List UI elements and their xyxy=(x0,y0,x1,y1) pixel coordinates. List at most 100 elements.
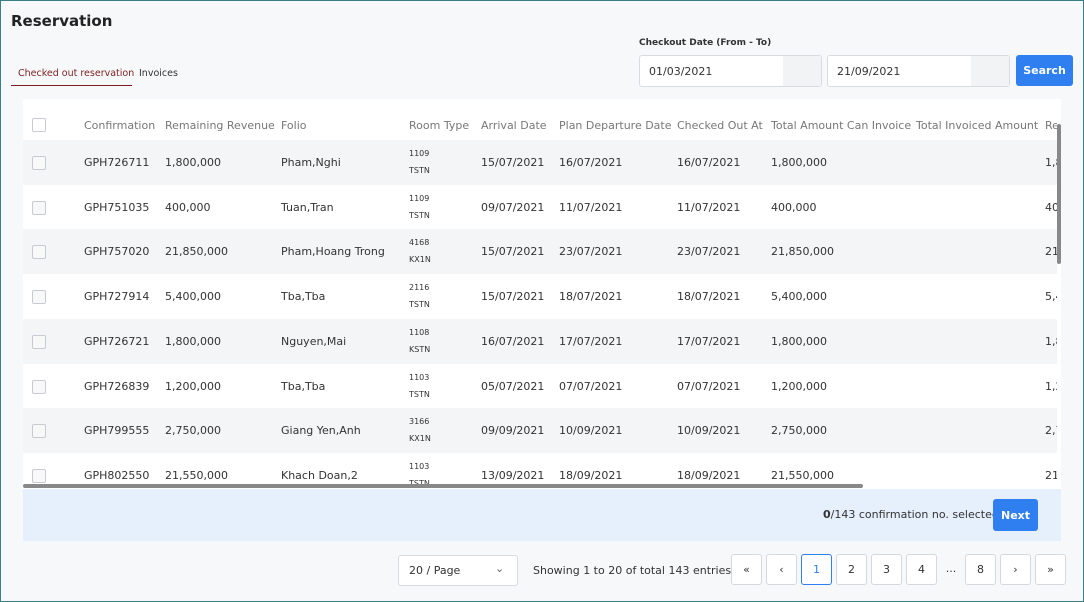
checkbox[interactable] xyxy=(32,245,46,259)
cell: 17/07/2021 xyxy=(677,335,740,348)
search-button[interactable]: Search xyxy=(1016,55,1073,86)
cell: GPH727914 xyxy=(84,290,149,303)
date-input[interactable]: 01/03/2021 xyxy=(639,55,822,87)
cell: 15/07/2021 xyxy=(481,245,544,258)
cell: 07/07/2021 xyxy=(677,380,740,393)
cell: 21,550,000 xyxy=(165,469,228,482)
column-header: Folio xyxy=(281,119,307,132)
table-row: GPH75702021,850,000Pham,Hoang Trong4168K… xyxy=(23,229,1057,274)
cell: 11/07/2021 xyxy=(559,201,622,214)
cell: 21 xyxy=(1045,469,1057,482)
page-button[interactable]: 1 xyxy=(801,554,832,585)
cell: GPH799555 xyxy=(84,424,149,437)
cell: 5,400,000 xyxy=(165,290,221,303)
cell: GPH726721 xyxy=(84,335,149,348)
column-header: Arrival Date xyxy=(481,119,547,132)
cell: 2,750,000 xyxy=(165,424,221,437)
cell: Tba,Tba xyxy=(281,380,325,393)
cell: Nguyen,Mai xyxy=(281,335,346,348)
cell: Giang Yen,Anh xyxy=(281,424,361,437)
calendar-icon xyxy=(783,56,821,86)
room-number: 3166 xyxy=(409,417,429,426)
cell: 16/07/2021 xyxy=(559,156,622,169)
checkbox[interactable] xyxy=(32,156,46,170)
page-button[interactable]: 8 xyxy=(965,554,996,585)
room-number: 1109 xyxy=(409,194,429,203)
column-header: Plan Departure Date xyxy=(559,119,672,132)
calendar-icon xyxy=(971,56,1009,86)
cell: 15/07/2021 xyxy=(481,156,544,169)
date-from: 01/03/2021 xyxy=(649,65,712,78)
cell: 17/07/2021 xyxy=(559,335,622,348)
cell: 18/07/2021 xyxy=(559,290,622,303)
cell: GPH726839 xyxy=(84,380,149,393)
cell: 18/09/2021 xyxy=(559,469,622,482)
count: 0 xyxy=(823,508,831,521)
room-number: 1103 xyxy=(409,462,429,471)
cell: 1,8 xyxy=(1045,156,1057,169)
room-type: KX1N xyxy=(409,255,431,264)
cell: GPH802550 xyxy=(84,469,149,482)
checkbox[interactable] xyxy=(32,335,46,349)
cell: Pham,Hoang Trong xyxy=(281,245,385,258)
room-number: 1103 xyxy=(409,373,429,382)
page-button[interactable]: 2 xyxy=(836,554,867,585)
h-scrollbar[interactable] xyxy=(23,484,863,488)
table: ConfirmationRemaining RevenueFolioRoom T… xyxy=(23,99,1057,486)
cell: 40 xyxy=(1045,201,1057,214)
cell: 1,800,000 xyxy=(165,156,221,169)
pagination-summary: Showing 1 to 20 of total 143 entries xyxy=(533,564,731,577)
cell: 21,550,000 xyxy=(771,469,834,482)
page-size: 20 / Page xyxy=(409,564,460,577)
cell: 1,800,000 xyxy=(165,335,221,348)
tab-underline xyxy=(11,85,132,86)
checkbox[interactable] xyxy=(32,118,46,132)
cell: 1,2 xyxy=(1045,380,1057,393)
column-header: Confirmation xyxy=(84,119,155,132)
room-type: TSTN xyxy=(409,300,430,309)
cell: GPH751035 xyxy=(84,201,149,214)
room-type: KSTN xyxy=(409,345,430,354)
page-size-select[interactable]: 20 / Page ⌄ xyxy=(398,555,518,586)
tab[interactable]: Invoices xyxy=(139,68,178,79)
cell: 21,850,000 xyxy=(771,245,834,258)
date-to: 21/09/2021 xyxy=(837,65,900,78)
selected-count: 0/143 confirmation no. selected xyxy=(823,508,999,521)
cell: 21 xyxy=(1045,245,1057,258)
tab[interactable]: Checked out reservation xyxy=(18,68,134,79)
cell: 15/07/2021 xyxy=(481,290,544,303)
cell: GPH726711 xyxy=(84,156,149,169)
cell: 18/07/2021 xyxy=(677,290,740,303)
cell: 23/07/2021 xyxy=(559,245,622,258)
checkbox[interactable] xyxy=(32,290,46,304)
v-scrollbar[interactable] xyxy=(1057,124,1061,264)
first-page[interactable]: « xyxy=(731,554,762,585)
cell: 10/09/2021 xyxy=(677,424,740,437)
checkbox[interactable] xyxy=(32,424,46,438)
date-input[interactable]: 21/09/2021 xyxy=(827,55,1010,87)
page-button[interactable]: 3 xyxy=(871,554,902,585)
cell: 2,7 xyxy=(1045,424,1057,437)
cell: 1,800,000 xyxy=(771,156,827,169)
column-header: Total Invoiced Amount xyxy=(916,119,1038,132)
room-number: 2116 xyxy=(409,283,429,292)
next-page[interactable]: › xyxy=(1000,554,1031,585)
cell: 400,000 xyxy=(771,201,817,214)
cell: 09/07/2021 xyxy=(481,201,544,214)
room-number: 4168 xyxy=(409,238,429,247)
checkbox[interactable] xyxy=(32,469,46,483)
room-type: KX1N xyxy=(409,434,431,443)
last-page[interactable]: » xyxy=(1035,554,1066,585)
next-button[interactable]: Next xyxy=(993,499,1038,531)
cell: 5,4 xyxy=(1045,290,1057,303)
room-number: 1108 xyxy=(409,328,429,337)
checkbox[interactable] xyxy=(32,201,46,215)
column-header: Re xyxy=(1045,119,1057,132)
checkbox[interactable] xyxy=(32,380,46,394)
cell: Khach Doan,2 xyxy=(281,469,358,482)
page-button[interactable]: 4 xyxy=(906,554,937,585)
prev-page[interactable]: ‹ xyxy=(766,554,797,585)
table-row: GPH7267111,800,000Pham,Nghi1109TSTN15/07… xyxy=(23,140,1057,185)
cell: 5,400,000 xyxy=(771,290,827,303)
